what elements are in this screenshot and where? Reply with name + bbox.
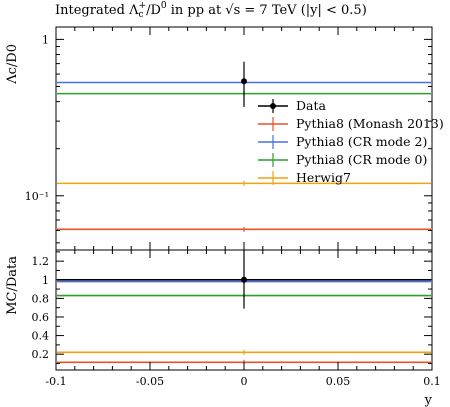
x-tick-label: 0 <box>241 375 248 388</box>
main-panel: 1 10⁻¹ Λc/D0 Data Pythia8 (Monash 2013) Pyt… <box>5 26 444 251</box>
ratio-panel: 0.2 0.4 0.6 0.8 1 1.2 MC/Data <box>5 249 433 371</box>
x-tick-label: -0.1 <box>45 375 66 388</box>
title-mid: /D <box>146 3 161 18</box>
legend-entry: Pythia8 (Monash 2013) <box>296 116 444 131</box>
ratio-y-tick-label: 0.2 <box>32 348 50 361</box>
legend-swatch-marker <box>270 103 276 109</box>
main-y-axis-label: Λc/D0 <box>5 44 20 85</box>
x-tick-label: 0.1 <box>423 375 441 388</box>
ratio-y-tick-label: 0.8 <box>32 292 50 305</box>
title-prefix: Integrated Λ <box>55 3 139 18</box>
ratio-y-axis-label: MC/Data <box>5 256 20 315</box>
title-sup: + <box>139 1 147 11</box>
title-suffix: in pp at √s = 7 TeV (|y| < 0.5) <box>167 3 367 18</box>
legend-entry: Data <box>296 98 326 113</box>
x-tick-label: 0.05 <box>326 375 351 388</box>
chart-title: Integrated Λc+/D0 in pp at √s = 7 TeV (|… <box>55 1 367 20</box>
title-sub: c <box>138 10 143 20</box>
main-data-point <box>241 78 247 85</box>
legend: Data Pythia8 (Monash 2013) Pythia8 (CR mod… <box>258 98 444 185</box>
x-axis-label: y <box>424 393 433 407</box>
legend-entry: Pythia8 (CR mode 2) <box>296 134 427 149</box>
main-y-tick-label: 10⁻¹ <box>25 190 49 203</box>
ratio-data-point <box>241 276 247 283</box>
ratio-y-tick-label: 0.4 <box>32 330 50 343</box>
ratio-y-tick-label: 0.6 <box>32 311 50 324</box>
ratio-y-tick-label: 1.2 <box>32 255 50 268</box>
main-y-tick-label: 1 <box>42 33 49 46</box>
legend-entry: Herwig7 <box>296 170 351 185</box>
legend-entry: Pythia8 (CR mode 0) <box>296 152 427 167</box>
ratio-y-tick-label: 1 <box>42 274 49 287</box>
title-sup2: 0 <box>161 1 167 11</box>
x-tick-label: -0.05 <box>136 375 164 388</box>
